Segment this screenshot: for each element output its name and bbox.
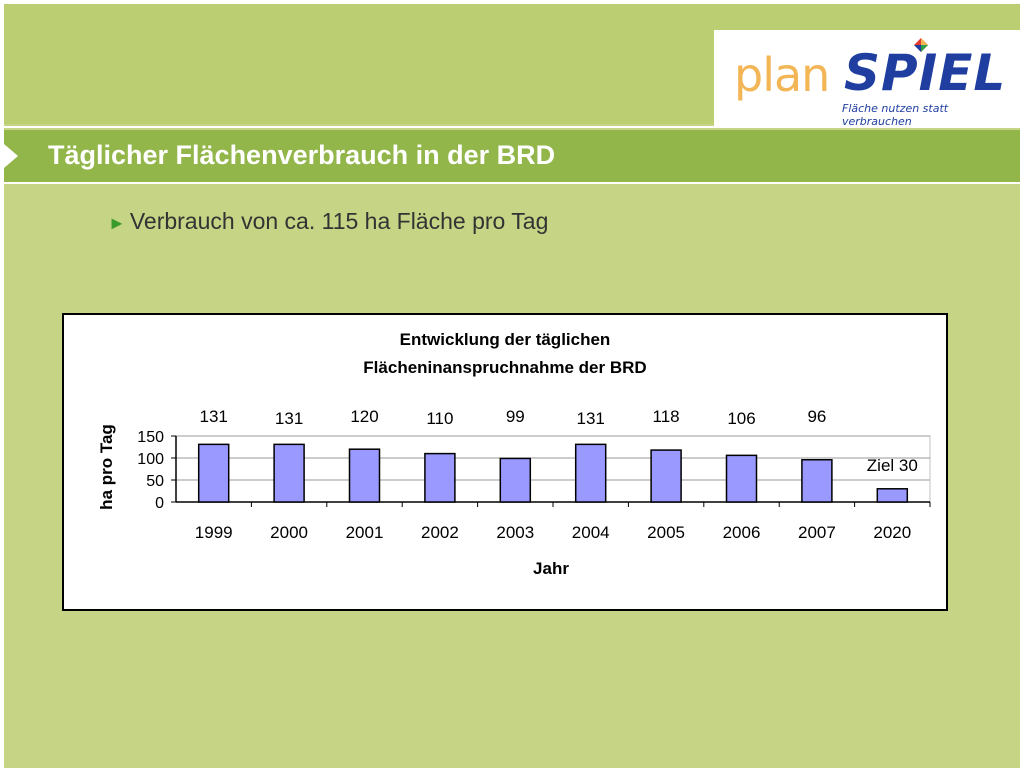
chart-title-line2: Flächeninanspruchnahme der BRD xyxy=(363,358,646,377)
chart-frame: Entwicklung der täglichen Flächeninanspr… xyxy=(62,313,948,611)
logo-text-spiel: SPIEL xyxy=(844,44,1007,102)
data-label: 131 xyxy=(577,409,605,428)
title-divider-top xyxy=(4,126,1020,128)
data-label: 99 xyxy=(506,407,525,426)
logo-diamond-icon xyxy=(914,38,928,52)
x-axis-label: Jahr xyxy=(533,559,569,578)
bar xyxy=(876,488,909,503)
data-label: 110 xyxy=(426,409,453,428)
bar xyxy=(348,448,381,503)
slide-background: plan SPIEL Fläche nutzen statt verbrauch… xyxy=(4,4,1020,768)
logo-tagline: Fläche nutzen statt verbrauchen xyxy=(842,102,949,128)
x-tick-label: 2005 xyxy=(647,523,685,542)
page-title: Täglicher Flächenverbrauch in der BRD xyxy=(48,140,556,170)
x-tick-label: 2003 xyxy=(496,523,534,542)
bar xyxy=(725,454,758,503)
data-label: 131 xyxy=(275,409,303,428)
title-arrow-icon xyxy=(4,144,18,168)
data-label: 96 xyxy=(807,407,826,426)
chart-title-line1: Entwicklung der täglichen xyxy=(400,330,611,349)
title-bar: Täglicher Flächenverbrauch in der BRD xyxy=(4,130,1020,182)
bar xyxy=(273,443,305,503)
bar xyxy=(574,443,607,503)
x-tick-label: 1999 xyxy=(195,523,233,542)
y-tick-label: 100 xyxy=(137,451,164,468)
bar-chart: Entwicklung der täglichen Flächeninanspr… xyxy=(97,330,931,578)
x-tick-label: 2002 xyxy=(421,523,459,542)
x-tick-label: 2001 xyxy=(346,523,384,542)
data-label: Ziel 30 xyxy=(867,456,918,475)
bar xyxy=(424,452,456,503)
data-label: 120 xyxy=(350,407,378,426)
title-divider-bottom xyxy=(4,182,1020,184)
bar xyxy=(499,457,532,503)
x-tick-label: 2006 xyxy=(723,523,761,542)
bar xyxy=(197,443,230,503)
x-tick-label: 2004 xyxy=(572,523,610,542)
logo-text-plan: plan xyxy=(734,48,830,102)
bar xyxy=(650,449,682,503)
data-label: 118 xyxy=(653,407,680,426)
data-label: 131 xyxy=(200,407,228,426)
bar xyxy=(801,459,833,503)
x-tick-label: 2007 xyxy=(798,523,836,542)
data-label: 106 xyxy=(727,409,755,428)
y-axis-label: ha pro Tag xyxy=(97,424,116,510)
bullet-point: ► Verbrauch von ca. 115 ha Fläche pro Tag xyxy=(108,208,548,235)
y-tick-label: 50 xyxy=(146,473,164,490)
x-tick-label: 2000 xyxy=(270,523,308,542)
bullet-arrow-icon: ► xyxy=(108,213,126,233)
x-tick-label: 2020 xyxy=(873,523,911,542)
bullet-text: Verbrauch von ca. 115 ha Fläche pro Tag xyxy=(129,208,549,234)
planspiel-logo: plan SPIEL Fläche nutzen statt verbrauch… xyxy=(714,30,1020,128)
y-tick-label: 0 xyxy=(155,495,164,512)
y-tick-label: 150 xyxy=(137,429,164,446)
